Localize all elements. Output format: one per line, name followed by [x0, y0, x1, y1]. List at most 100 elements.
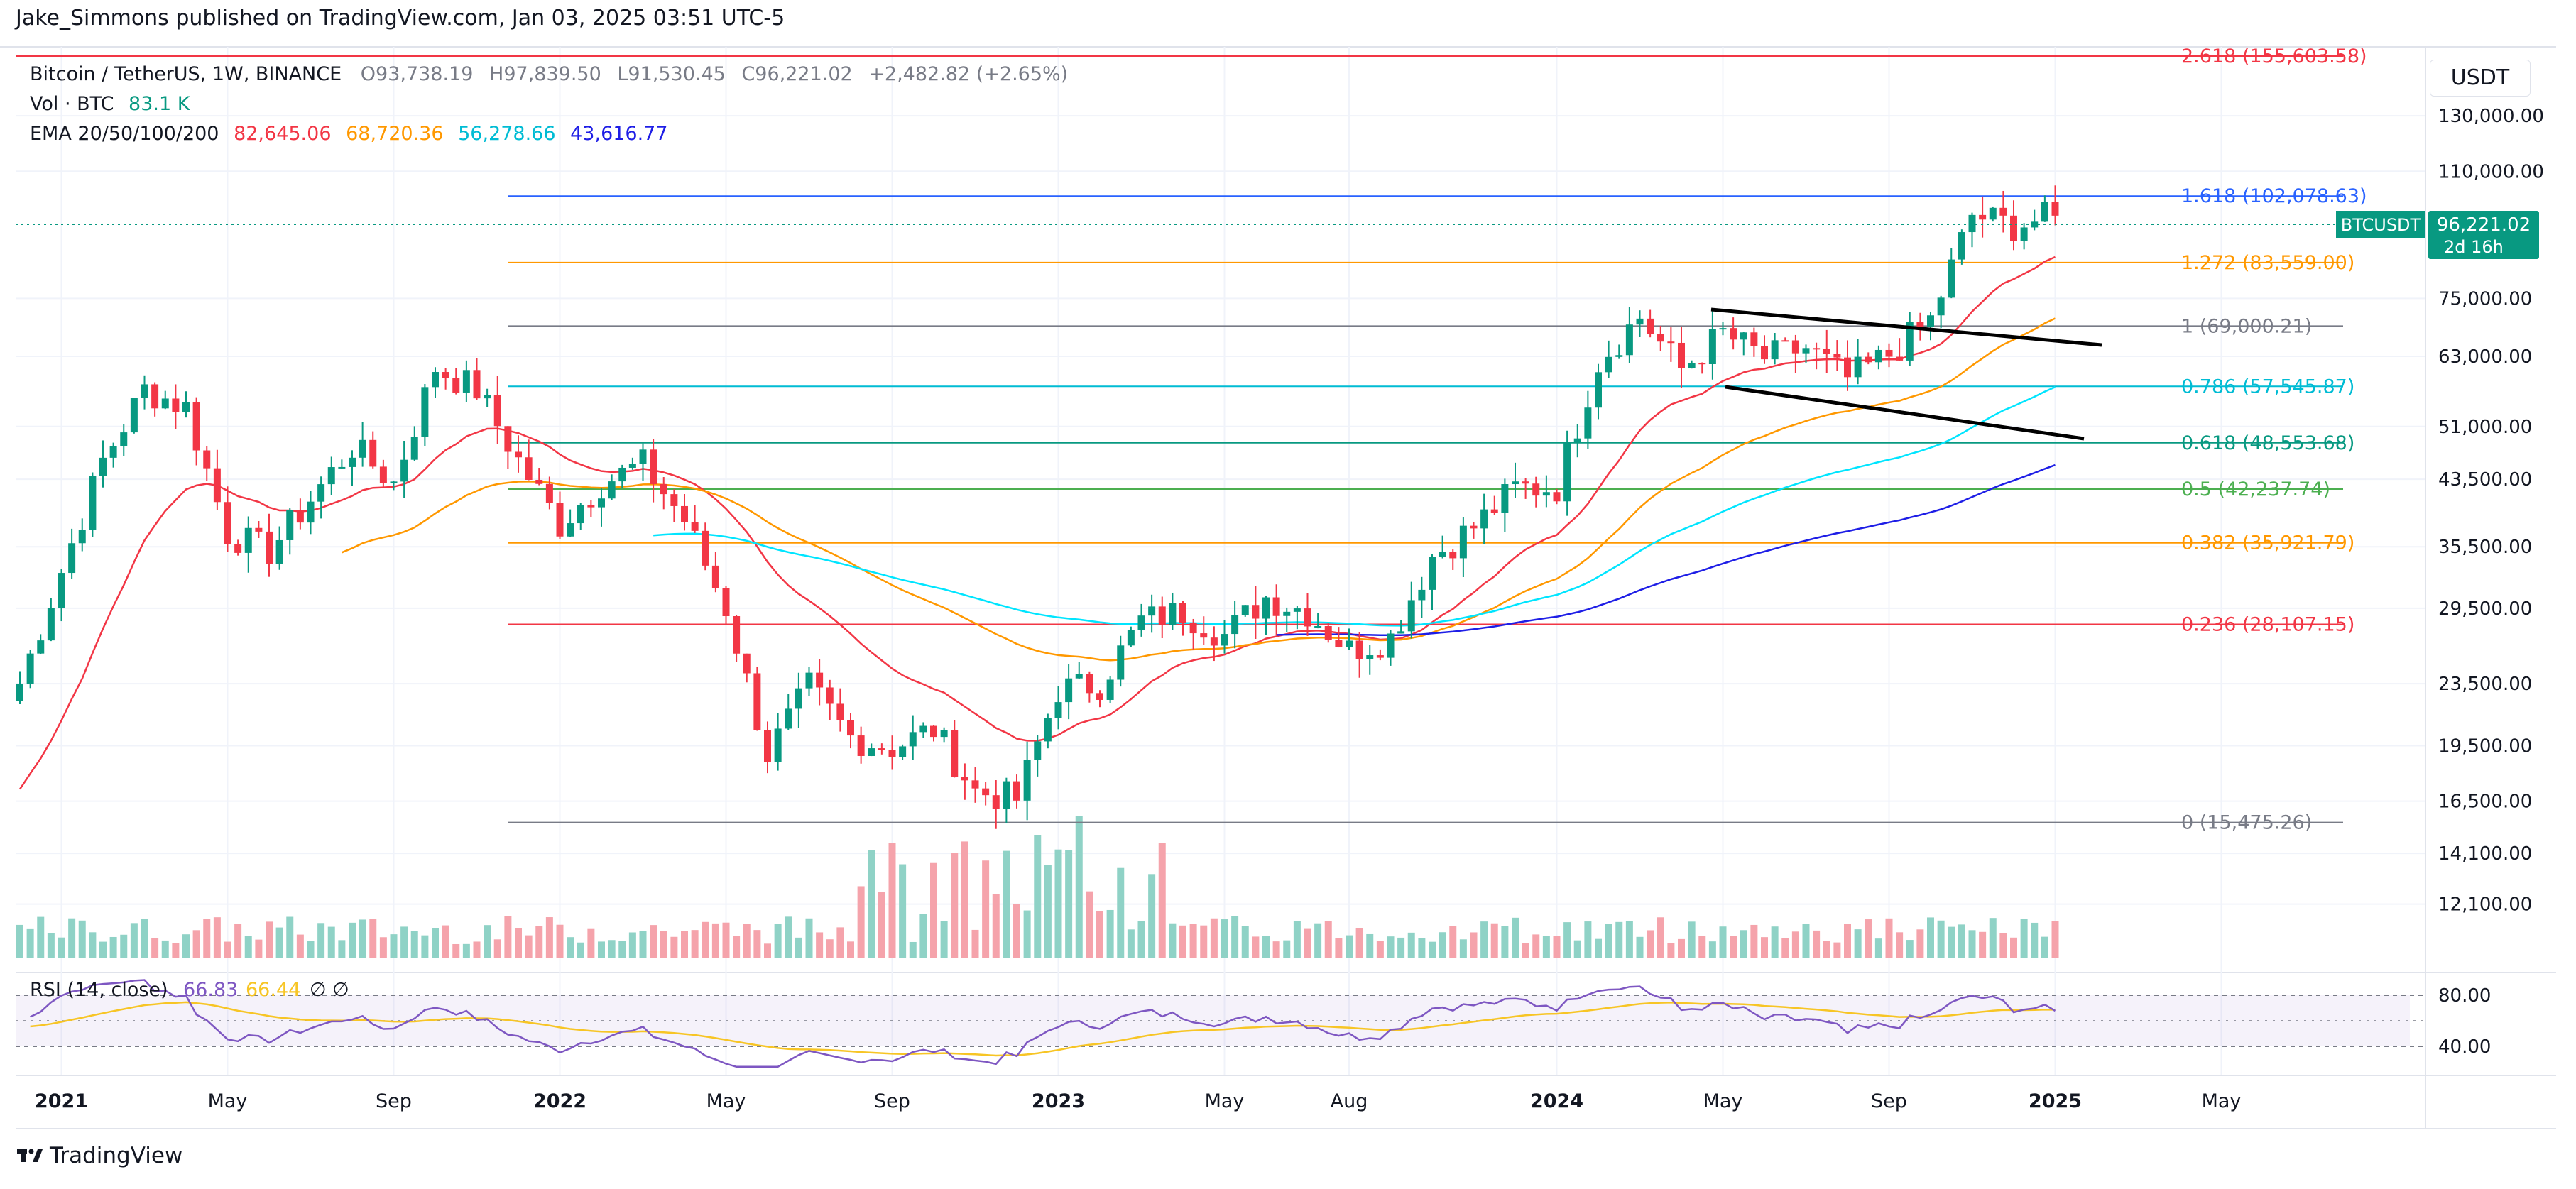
candle-body: [1595, 372, 1602, 408]
candle-body: [234, 544, 242, 553]
candle-body: [349, 457, 356, 467]
volume-bar: [1304, 928, 1311, 958]
volume-bar: [1324, 921, 1332, 958]
candle-body: [1605, 356, 1612, 373]
ema-row[interactable]: EMA 20/50/100/200 82,645.06 68,720.36 56…: [30, 119, 1068, 149]
volume-bar: [1470, 932, 1478, 958]
candle-body: [795, 688, 802, 709]
volume-bar: [1802, 923, 1810, 958]
volume-bar: [1023, 910, 1031, 958]
candle-body: [400, 459, 408, 482]
candle-body: [909, 732, 917, 747]
candle-body: [1106, 679, 1114, 700]
candle-body: [545, 483, 553, 503]
volume-bar: [37, 916, 45, 958]
x-tick-label: 2025: [2029, 1090, 2082, 1112]
channel-lower-line[interactable]: [1725, 385, 2085, 441]
candle-body: [1241, 605, 1249, 615]
candle-body: [598, 498, 605, 508]
volume-bar: [1512, 917, 1519, 958]
volume-bar: [1771, 926, 1779, 958]
candle-body: [151, 384, 159, 409]
volume-bar: [1854, 929, 1862, 958]
rsi-pane[interactable]: 80.00 40.00: [16, 979, 2491, 1068]
ohlc-open: 93,738.19: [376, 63, 474, 85]
volume-bar: [608, 940, 616, 958]
trend-channel[interactable]: [1710, 307, 2102, 441]
volume-bar: [1034, 835, 1042, 958]
symbol-row[interactable]: Bitcoin / TetherUS, 1W, BINANCE O93,738.…: [30, 60, 1068, 89]
volume-bar: [722, 922, 730, 958]
candle-body: [1885, 349, 1893, 357]
y-tick-label: 14,100.00: [2438, 843, 2532, 865]
candle-body: [868, 748, 875, 756]
candle-body: [182, 402, 190, 412]
volume-bar: [1366, 933, 1374, 958]
candle-body: [296, 510, 304, 523]
volume-bar: [556, 924, 564, 958]
candle-body: [2031, 221, 2039, 228]
candle-body: [1210, 637, 1218, 646]
candle-body: [484, 395, 491, 399]
candle-body: [733, 615, 741, 654]
candle-body: [1833, 354, 1841, 358]
volume-bar: [1948, 926, 1955, 958]
volume-bar: [836, 927, 844, 958]
volume-bar: [1584, 921, 1592, 958]
volume-bar: [795, 937, 802, 958]
volume-bar: [847, 941, 854, 958]
volume-bar: [359, 919, 366, 958]
volume-bar: [878, 892, 885, 958]
candle-body: [628, 464, 636, 468]
symbol-name[interactable]: Bitcoin / TetherUS, 1W, BINANCE: [30, 63, 342, 85]
volume-bar: [1636, 936, 1644, 958]
volume-bar: [1189, 924, 1197, 958]
volume-bar: [1968, 930, 1976, 958]
candle-body: [504, 426, 512, 452]
volume-bar: [99, 941, 107, 958]
candle-body: [515, 451, 522, 458]
last-price-tag[interactable]: BTCUSDT 96,221.02 2d 16h: [16, 211, 2539, 259]
volume-bar: [1688, 921, 1696, 958]
rsi-legend[interactable]: RSI (14, close) 66.83 66.44 ∅ ∅: [30, 979, 349, 1001]
volume-bar: [2020, 919, 2028, 958]
volume-bar: [1865, 919, 1872, 958]
ohlc-high: 97,839.50: [503, 63, 601, 85]
volume-bar: [1293, 921, 1301, 958]
candle-body: [1501, 484, 1509, 513]
candle-body: [141, 384, 148, 398]
channel-upper-line[interactable]: [1710, 307, 2102, 347]
candle-body: [1324, 625, 1332, 640]
candle-body: [930, 725, 937, 738]
y-tick-label: 23,500.00: [2438, 674, 2532, 695]
volume-bar: [1044, 865, 1052, 958]
candle-body: [618, 467, 626, 482]
volume-bar: [1906, 940, 1914, 958]
time-axis[interactable]: 2021 May Sep 2022 May Sep 2023 May Aug 2024 May Sep…: [35, 1090, 2242, 1112]
candle-body: [275, 539, 283, 564]
price-axis[interactable]: 130,000.00 110,000.00 75,000.00 63,000.00 51…: [2438, 106, 2544, 916]
candle-body: [639, 449, 647, 464]
volume-bar: [670, 936, 678, 958]
fib-retracement[interactable]: 2.618 (155,603.58) 1.618 (102,078.63) 1.27…: [16, 45, 2367, 834]
volume-bar: [462, 943, 470, 958]
volume-bar: [1605, 924, 1612, 958]
candle-body: [567, 523, 574, 537]
tradingview-footer[interactable]: TradingView: [17, 1143, 182, 1168]
candle-body: [1968, 214, 1976, 233]
volume-row[interactable]: Vol · BTC 83.1 K: [30, 89, 1068, 119]
volume-bar: [1563, 922, 1571, 958]
candle-body: [1200, 633, 1208, 638]
candle-body: [1127, 630, 1135, 646]
fib-level-label: 1.272 (83,559.00): [2181, 252, 2354, 274]
candle-body: [650, 449, 657, 484]
candle-body: [1573, 438, 1581, 444]
currency-button[interactable]: USDT: [2430, 60, 2531, 97]
volume-bar: [785, 916, 792, 958]
candle-body: [1335, 640, 1343, 647]
volume-bar: [338, 940, 346, 958]
volume-bar: [1158, 843, 1166, 958]
candle-body: [47, 608, 55, 641]
candle-body: [89, 476, 97, 530]
